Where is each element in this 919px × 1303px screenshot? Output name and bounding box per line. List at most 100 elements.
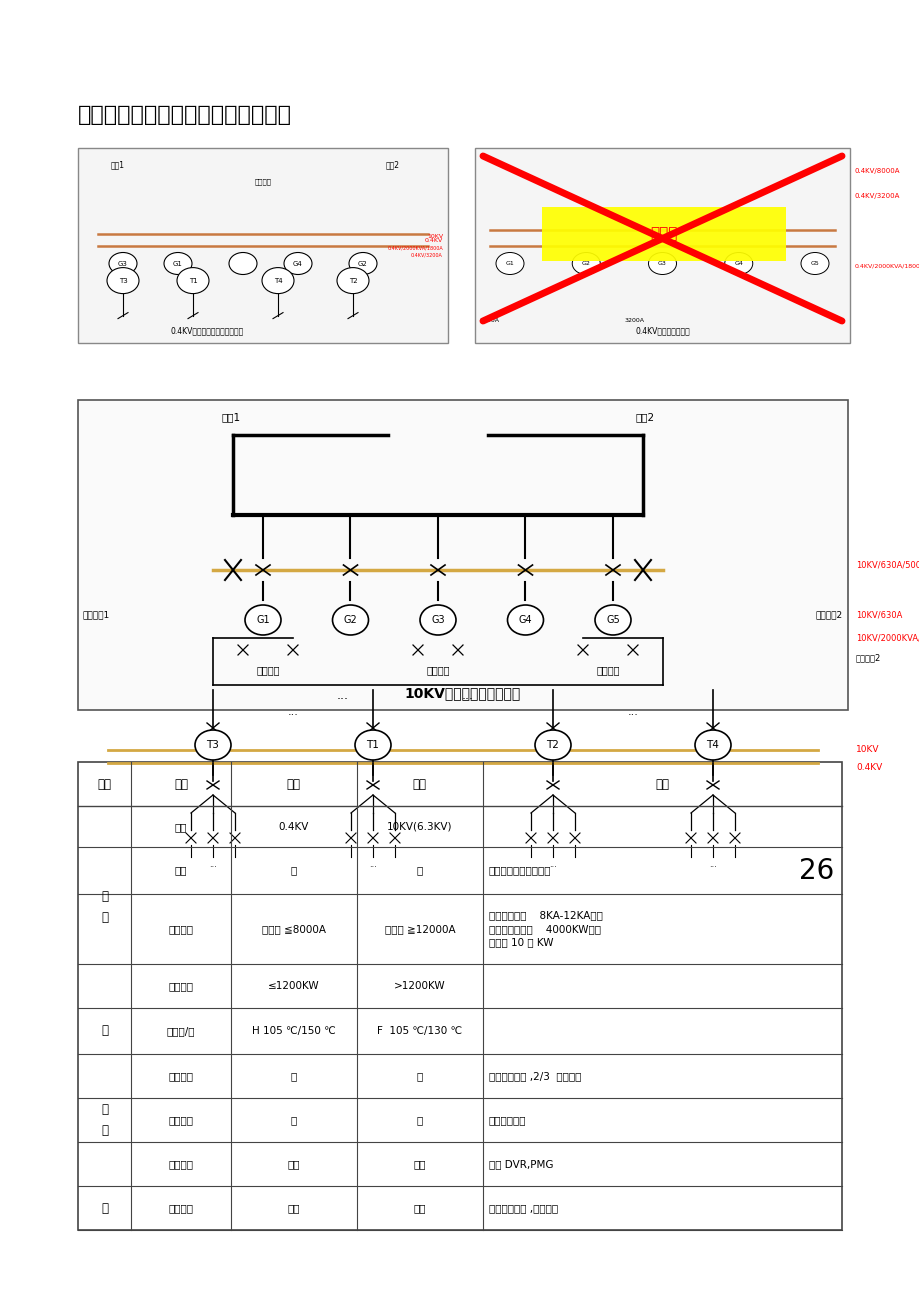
Text: 完善: 完善 (414, 1160, 425, 1169)
Text: 设: 设 (101, 1024, 108, 1037)
Text: T1: T1 (188, 278, 198, 284)
Text: 基
本: 基 本 (101, 890, 108, 924)
Text: T3: T3 (119, 278, 127, 284)
Text: 公共母排限流    8KA-12KA，低
压系统供电功率    4000KW，高
压可达 10 万 KW: 公共母排限流 8KA-12KA，低 压系统供电功率 4000KW，高 压可达 1… (488, 911, 602, 947)
Text: 10KV: 10KV (855, 745, 879, 754)
Text: >1200KW: >1200KW (393, 981, 445, 990)
Text: 低压: 低压 (287, 778, 301, 791)
Text: T2: T2 (546, 740, 559, 751)
Text: G2: G2 (344, 615, 357, 625)
Ellipse shape (336, 267, 369, 293)
Text: 电压: 电压 (175, 822, 187, 831)
Ellipse shape (800, 253, 828, 275)
Ellipse shape (332, 605, 369, 635)
Text: G4: G4 (293, 261, 302, 267)
Text: 高压差动保护 ,零序保护: 高压差动保护 ,零序保护 (488, 1203, 558, 1213)
Text: ···: ··· (209, 863, 217, 872)
Text: 油机进线1: 油机进线1 (83, 611, 110, 619)
Text: H 105 ℃/150 ℃: H 105 ℃/150 ℃ (252, 1025, 335, 1036)
Ellipse shape (229, 253, 256, 275)
Bar (78, 762, 841, 1230)
Text: ···: ··· (369, 863, 377, 872)
Ellipse shape (348, 253, 377, 275)
Text: G4: G4 (733, 261, 743, 266)
Text: 不完善: 不完善 (650, 227, 677, 241)
Text: 一般: 一般 (288, 1160, 300, 1169)
Ellipse shape (495, 253, 524, 275)
Text: 低: 低 (290, 1115, 297, 1124)
Text: 高压: 高压 (413, 778, 426, 791)
Text: 10KV高压并机供电系统图: 10KV高压并机供电系统图 (404, 685, 520, 700)
Text: 市电2: 市电2 (386, 160, 400, 169)
Text: 0.4KV低压发电机组供电系统图: 0.4KV低压发电机组供电系统图 (171, 326, 244, 335)
Ellipse shape (535, 730, 571, 760)
Ellipse shape (724, 253, 752, 275)
Text: ···: ··· (288, 710, 298, 721)
Text: ···: ··· (549, 863, 556, 872)
Text: 3200A: 3200A (624, 318, 644, 323)
Text: 0.4KV: 0.4KV (425, 238, 443, 242)
Ellipse shape (244, 605, 280, 635)
Text: 0.4KV/3200A: 0.4KV/3200A (411, 253, 443, 258)
Text: 保护系统: 保护系统 (168, 1203, 193, 1213)
Text: 能: 能 (101, 1201, 108, 1214)
Text: 0.4KV/8000A: 0.4KV/8000A (854, 168, 900, 175)
Text: ≤1200KW: ≤1200KW (267, 981, 319, 990)
Text: G1: G1 (505, 261, 514, 266)
Text: 电机性能: 电机性能 (168, 1071, 193, 1081)
Text: 单机容量: 单机容量 (168, 981, 193, 990)
Text: 10KV/2000KVA/115A: 10KV/2000KVA/115A (855, 633, 919, 642)
Text: G3: G3 (657, 261, 666, 266)
Text: 总电流 ≧12000A: 总电流 ≧12000A (384, 924, 455, 934)
Text: 10KV: 10KV (426, 235, 443, 240)
Text: 0.4KV/3200A: 0.4KV/3200A (854, 193, 900, 199)
Text: G1: G1 (173, 261, 183, 267)
Ellipse shape (284, 253, 312, 275)
Text: 市电2: 市电2 (635, 412, 653, 422)
Text: ···: ··· (336, 693, 348, 706)
Text: 类别: 类别 (97, 778, 111, 791)
Text: T4: T4 (273, 278, 282, 284)
Text: G1: G1 (255, 615, 269, 625)
Text: 备注: 备注 (654, 778, 669, 791)
Text: 低: 低 (290, 1071, 297, 1081)
Text: 3200A: 3200A (480, 318, 499, 323)
Ellipse shape (262, 267, 294, 293)
Text: ···: ··· (627, 710, 638, 721)
Text: 总电流 ≦8000A: 总电流 ≦8000A (262, 924, 325, 934)
Ellipse shape (164, 253, 192, 275)
Text: G3: G3 (431, 615, 444, 625)
Text: T4: T4 (706, 740, 719, 751)
Text: G5: G5 (606, 615, 619, 625)
Text: T2: T2 (348, 278, 357, 284)
Bar (542, 206, 786, 261)
Ellipse shape (648, 253, 675, 275)
Text: 高压互锁: 高压互锁 (596, 665, 619, 675)
Ellipse shape (507, 605, 543, 635)
Text: G2: G2 (581, 261, 590, 266)
Text: 市电1: 市电1 (221, 412, 240, 422)
Text: 同负荷电流低压是高压: 同负荷电流低压是高压 (488, 865, 550, 876)
Text: F  105 ℃/130 ℃: F 105 ℃/130 ℃ (377, 1025, 462, 1036)
Text: 电流: 电流 (175, 865, 187, 876)
Text: 小: 小 (416, 865, 423, 876)
Text: 温升主/备: 温升主/备 (166, 1025, 195, 1036)
Text: 开关性能: 开关性能 (168, 1115, 193, 1124)
Text: 高: 高 (416, 1071, 423, 1081)
Text: 26: 26 (798, 856, 834, 885)
Text: 0.4KV/2000KVA/1800A: 0.4KV/2000KVA/1800A (387, 246, 443, 250)
Text: 一般: 一般 (288, 1203, 300, 1213)
Text: 高压阻尼设计 ,2/3  节距抗谐: 高压阻尼设计 ,2/3 节距抗谐 (488, 1071, 581, 1081)
Text: 高压母联: 高压母联 (425, 665, 449, 675)
Text: T1: T1 (366, 740, 379, 751)
Text: 10KV/630A/500A: 10KV/630A/500A (855, 560, 919, 569)
Ellipse shape (176, 267, 209, 293)
Text: 高压 DVR,PMG: 高压 DVR,PMG (488, 1160, 553, 1169)
Text: 高压发电机组与低压发电机组的比较: 高压发电机组与低压发电机组的比较 (78, 106, 291, 125)
Ellipse shape (694, 730, 731, 760)
Text: 高压母联: 高压母联 (255, 179, 271, 185)
Text: 0.4KV低压并机系统图: 0.4KV低压并机系统图 (634, 326, 689, 335)
Text: 项目: 项目 (174, 778, 188, 791)
Bar (78, 149, 448, 343)
Text: G2: G2 (357, 261, 368, 267)
